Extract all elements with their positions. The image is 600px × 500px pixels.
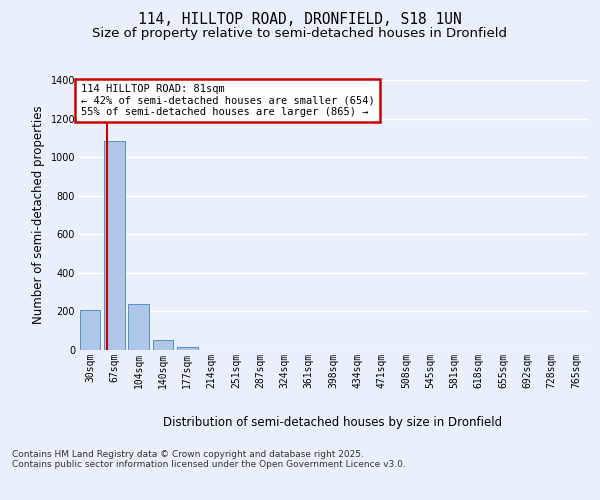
Y-axis label: Number of semi-detached properties: Number of semi-detached properties [32, 106, 45, 324]
Bar [80, 310, 100, 350]
Bar [152, 340, 173, 350]
Text: Distribution of semi-detached houses by size in Dronfield: Distribution of semi-detached houses by … [163, 416, 503, 429]
Bar [177, 346, 197, 350]
Text: 114, HILLTOP ROAD, DRONFIELD, S18 1UN: 114, HILLTOP ROAD, DRONFIELD, S18 1UN [138, 12, 462, 28]
Bar [104, 141, 125, 350]
Text: 114 HILLTOP ROAD: 81sqm
← 42% of semi-detached houses are smaller (654)
55% of s: 114 HILLTOP ROAD: 81sqm ← 42% of semi-de… [80, 84, 374, 117]
Text: Size of property relative to semi-detached houses in Dronfield: Size of property relative to semi-detach… [92, 28, 508, 40]
Text: Contains HM Land Registry data © Crown copyright and database right 2025.
Contai: Contains HM Land Registry data © Crown c… [12, 450, 406, 469]
Bar [128, 304, 149, 350]
